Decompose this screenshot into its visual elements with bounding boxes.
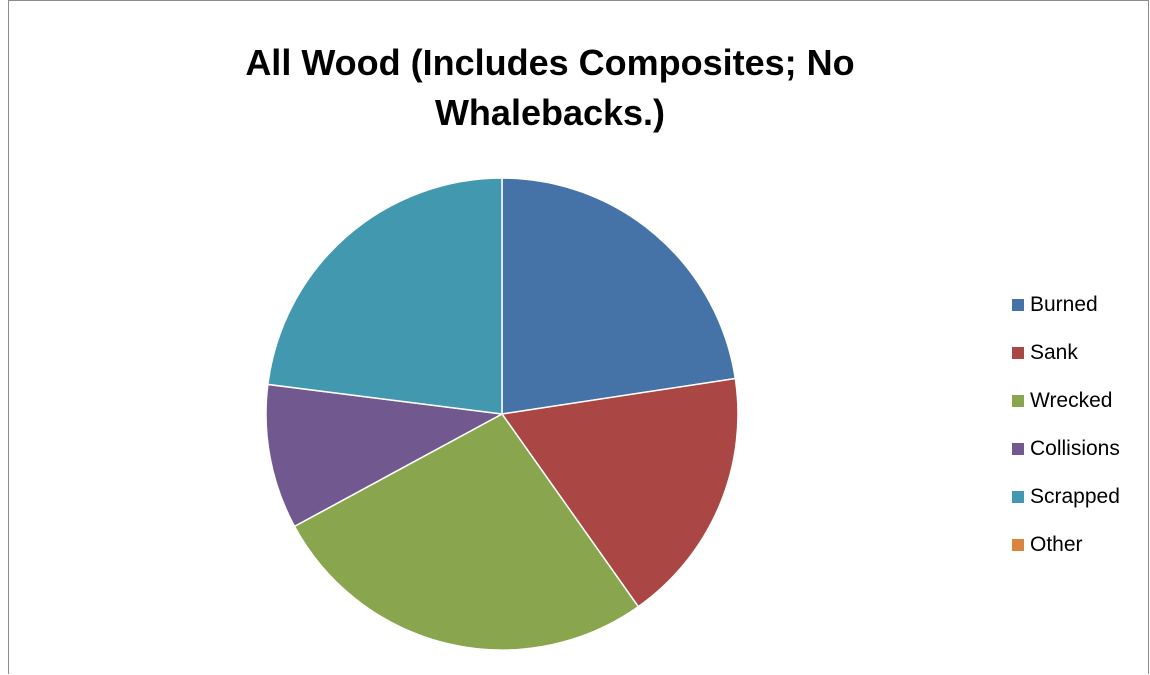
- legend-item-wrecked: Wrecked: [1012, 377, 1120, 425]
- pie-slice-sank: [500, 377, 739, 608]
- pie-slice-wrecked: [293, 413, 640, 651]
- pie-slice-burned: [501, 177, 737, 415]
- legend-swatch: [1012, 347, 1024, 359]
- legend-swatch: [1012, 299, 1024, 311]
- legend-item-scrapped: Scrapped: [1012, 473, 1120, 521]
- legend-swatch: [1012, 443, 1024, 455]
- legend-swatch: [1012, 395, 1024, 407]
- legend-label: Scrapped: [1030, 485, 1120, 508]
- legend-item-other: Other: [1012, 521, 1120, 569]
- legend-label: Wrecked: [1030, 389, 1113, 412]
- legend-swatch: [1012, 539, 1024, 551]
- legend-label: Burned: [1030, 293, 1098, 316]
- legend-label: Collisions: [1030, 437, 1120, 460]
- legend-item-sank: Sank: [1012, 329, 1120, 377]
- legend-label: Other: [1030, 533, 1083, 556]
- legend-item-collisions: Collisions: [1012, 425, 1120, 473]
- legend: Burned Sank Wrecked Collisions Scrapped Other: [1012, 281, 1120, 569]
- chart-title: All Wood (Includes Composites; No Whaleb…: [245, 42, 855, 133]
- pie-slice-collisions: [265, 383, 505, 528]
- legend-swatch: [1012, 491, 1024, 503]
- pie-slice-scrapped: [267, 177, 503, 415]
- legend-item-burned: Burned: [1012, 281, 1120, 329]
- legend-label: Sank: [1030, 341, 1078, 364]
